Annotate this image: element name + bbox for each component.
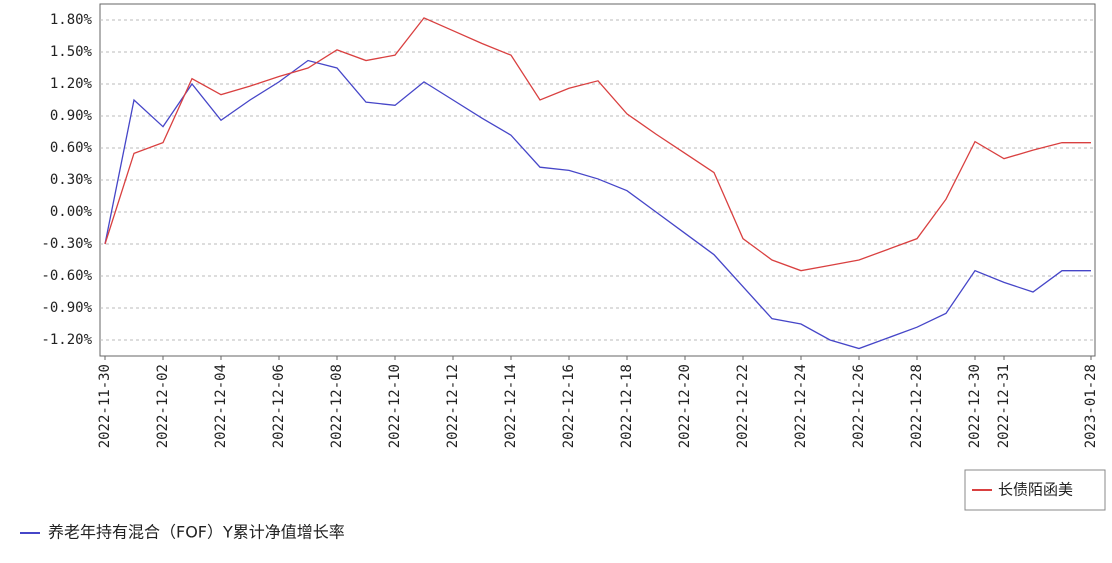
x-tick-label: 2022-12-08 [329, 364, 345, 448]
y-tick-label: 0.90% [50, 108, 93, 124]
x-tick-label: 2022-12-04 [213, 364, 229, 448]
y-tick-label: -1.20% [41, 332, 92, 348]
legend-label: 长债陌函美 [998, 481, 1073, 499]
x-tick-label: 2022-12-26 [851, 364, 867, 448]
y-tick-label: 1.50% [50, 44, 93, 60]
x-tick-label: 2022-12-31 [996, 364, 1012, 448]
y-tick-label: 0.60% [50, 140, 93, 156]
x-tick-label: 2022-12-02 [155, 364, 171, 448]
chart-title: 养老年持有混合（FOF）Y累计净值增长率 [48, 523, 345, 542]
x-tick-label: 2022-12-30 [967, 364, 983, 448]
x-tick-label: 2022-12-14 [503, 364, 519, 448]
x-tick-label: 2022-12-12 [445, 364, 461, 448]
y-tick-label: 1.80% [50, 12, 93, 28]
y-tick-label: 0.30% [50, 172, 93, 188]
x-tick-label: 2022-12-24 [793, 364, 809, 448]
x-tick-label: 2022-12-28 [909, 364, 925, 448]
x-tick-label: 2022-12-06 [271, 364, 287, 448]
y-tick-label: -0.30% [41, 236, 92, 252]
y-tick-label: 1.20% [50, 76, 93, 92]
x-tick-label: 2022-12-16 [561, 364, 577, 448]
y-tick-label: -0.90% [41, 300, 92, 316]
x-tick-label: 2022-12-22 [735, 364, 751, 448]
series-line [104, 59, 1091, 350]
x-tick-label: 2023-01-28 [1083, 364, 1099, 448]
y-tick-label: -0.60% [41, 268, 92, 284]
y-tick-label: 0.00% [50, 204, 93, 220]
x-tick-label: 2022-12-20 [677, 364, 693, 448]
plot-frame [99, 3, 1096, 357]
x-tick-label: 2022-12-18 [619, 364, 635, 448]
x-tick-label: 2022-11-30 [97, 364, 113, 448]
x-tick-label: 2022-12-10 [387, 364, 403, 448]
series-line [104, 17, 1091, 272]
